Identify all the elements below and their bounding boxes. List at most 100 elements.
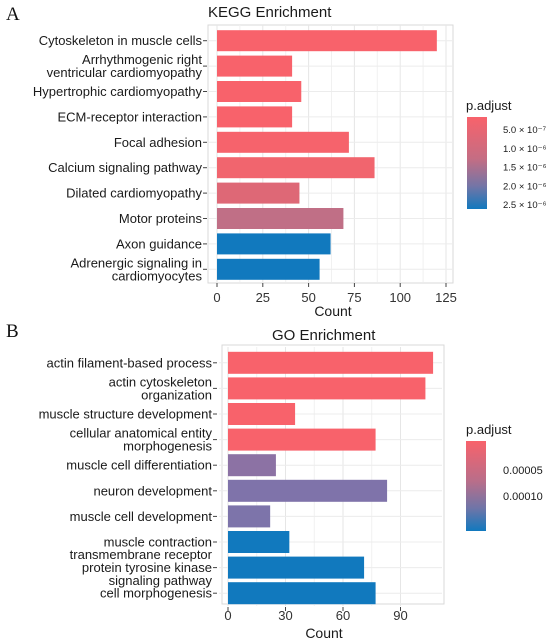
bar <box>217 81 302 102</box>
x-tick-label: 25 <box>256 290 270 305</box>
bar <box>217 258 320 280</box>
legend-tick-label: 0.00005 <box>503 465 543 477</box>
x-tick-label: 0 <box>213 290 220 305</box>
x-tick-label: 60 <box>336 608 350 623</box>
category-label-line: signaling pathway <box>109 573 213 588</box>
category-label: actin cytoskeleton organization <box>109 374 212 402</box>
category-label: transmembrane receptor protein tyrosine k… <box>70 547 213 588</box>
kegg-category-labels: Cytoskeleton in muscle cells Arrhythmogen… <box>33 33 207 283</box>
kegg-legend-ticks: 5.0 × 10⁻⁷ 1.0 × 10⁻⁶ 1.5 × 10⁻⁶ 2.0 × 10⁻⁶… <box>487 125 547 211</box>
legend-tick-label: 0.00010 <box>503 491 543 503</box>
category-label-line: Adrenergic signaling in <box>70 255 202 270</box>
x-tick-label: 75 <box>347 290 361 305</box>
go-colorbar <box>466 441 486 531</box>
bar <box>228 428 376 451</box>
category-label-line: morphogenesis <box>123 439 212 454</box>
category-label-line: Motor proteins <box>119 211 203 226</box>
category-label: actin filament-based process <box>47 355 213 370</box>
bar <box>228 531 290 553</box>
legend-tick-label: 2.0 × 10⁻⁶ <box>503 181 547 192</box>
category-label: muscle contraction <box>104 535 212 550</box>
legend-tick-label: 1.5 × 10⁻⁶ <box>503 163 547 174</box>
category-label-line: neuron development <box>93 483 212 498</box>
category-label-line: transmembrane receptor <box>70 547 213 562</box>
category-label-line: Calcium signaling pathway <box>48 160 202 175</box>
go-x-axis-label: Count <box>305 625 342 641</box>
category-label: Hypertrophic cardiomyopathy <box>33 84 203 99</box>
kegg-x-axis-label: Count <box>314 303 351 319</box>
bar <box>217 157 375 179</box>
x-tick-label: 100 <box>389 290 411 305</box>
go-legend-ticks: 0.00005 0.00010 <box>487 465 543 503</box>
kegg-x-ticks: 0 25 50 75 100 125 <box>213 283 457 305</box>
category-label: muscle cell differentiation <box>66 458 212 473</box>
bar <box>228 377 426 400</box>
panel-letter-a: A <box>6 4 20 25</box>
category-label-line: muscle cell development <box>70 509 213 524</box>
category-label-line: Focal adhesion <box>114 135 202 150</box>
bar <box>217 182 300 204</box>
category-label: Arrhythmogenic right ventricular cardiomy… <box>47 52 203 80</box>
go-legend: p.adjust 0.00005 0.00010 <box>466 422 543 531</box>
category-label: Calcium signaling pathway <box>48 160 202 175</box>
category-label: Cytoskeleton in muscle cells <box>39 33 203 48</box>
bar <box>228 351 434 374</box>
category-label: Motor proteins <box>119 211 203 226</box>
legend-tick-label: 2.5 × 10⁻⁶ <box>503 200 547 211</box>
category-label-line: muscle contraction <box>104 535 212 550</box>
x-tick-label: 50 <box>301 290 315 305</box>
category-label-line: protein tyrosine kinase <box>82 560 212 575</box>
go-chart: B GO Enrichment actin filament-based pro… <box>6 321 543 641</box>
category-label-line: Hypertrophic cardiomyopathy <box>33 84 203 99</box>
category-label: Adrenergic signaling in cardiomyocytes <box>70 255 202 283</box>
category-label: Focal adhesion <box>114 135 202 150</box>
legend-tick-label: 5.0 × 10⁻⁷ <box>503 125 547 136</box>
category-label-line: organization <box>141 387 212 402</box>
bar <box>217 106 293 128</box>
bar <box>228 556 365 579</box>
category-label-line: ventricular cardiomyopathy <box>47 65 203 80</box>
kegg-colorbar <box>467 117 487 209</box>
kegg-bars <box>217 30 437 280</box>
category-label-line: Cytoskeleton in muscle cells <box>39 33 203 48</box>
panel-letter-b: B <box>6 321 19 342</box>
go-legend-title: p.adjust <box>466 422 512 437</box>
legend-tick-label: 1.0 × 10⁻⁶ <box>503 144 547 155</box>
x-tick-label: 90 <box>393 608 407 623</box>
kegg-chart: A KEGG Enrichment Cytoskeleton in muscle… <box>6 4 547 319</box>
go-category-labels: actin filament-based process actin cytosk… <box>39 355 217 601</box>
bar <box>228 582 376 605</box>
category-label: cell morphogenesis <box>100 586 213 601</box>
category-label-line: ECM-receptor interaction <box>58 109 203 124</box>
category-label-line: cellular anatomical entity <box>70 426 213 441</box>
category-label-line: actin cytoskeleton <box>109 374 212 389</box>
category-label: Axon guidance <box>116 236 202 251</box>
category-label-line: muscle structure development <box>39 407 213 422</box>
bar <box>217 131 349 153</box>
bar <box>217 208 344 229</box>
x-tick-label: 30 <box>278 608 292 623</box>
kegg-legend-title: p.adjust <box>466 98 512 113</box>
x-tick-label: 125 <box>435 290 457 305</box>
category-label-line: muscle cell differentiation <box>66 458 212 473</box>
category-label: muscle cell development <box>70 509 213 524</box>
x-tick-label: 0 <box>224 608 231 623</box>
category-label: muscle structure development <box>39 407 213 422</box>
bar <box>217 55 293 77</box>
category-label: cellular anatomical entity morphogenesis <box>70 426 213 454</box>
category-label: ECM-receptor interaction <box>58 109 203 124</box>
category-label-line: actin filament-based process <box>47 355 213 370</box>
kegg-legend: p.adjust 5.0 × 10⁻⁷ 1.0 × 10⁻⁶ 1.5 × 10⁻⁶ 2… <box>466 98 547 211</box>
category-label: neuron development <box>93 483 212 498</box>
category-label-line: Arrhythmogenic right <box>82 52 202 67</box>
category-label-line: Axon guidance <box>116 236 202 251</box>
kegg-chart-title: KEGG Enrichment <box>208 4 332 21</box>
category-label: Dilated cardiomyopathy <box>66 186 202 201</box>
category-label-line: cell morphogenesis <box>100 586 213 601</box>
bar <box>228 479 388 502</box>
category-label-line: Dilated cardiomyopathy <box>66 186 202 201</box>
category-label-line: cardiomyocytes <box>112 268 203 283</box>
bar <box>228 454 276 477</box>
bar <box>217 233 331 255</box>
